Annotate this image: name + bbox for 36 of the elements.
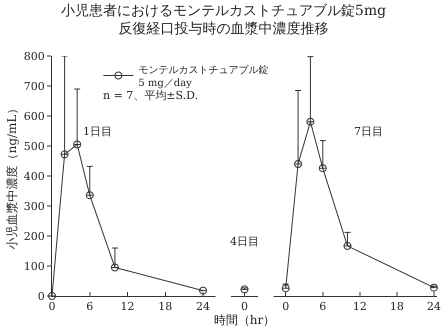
y-tick-label: 0 bbox=[38, 290, 45, 303]
legend-label: モンテルカストチュアブル錠 5 mg／day bbox=[138, 64, 268, 89]
y-tick-label: 600 bbox=[24, 110, 45, 123]
chart-title: 小児患者におけるモンテルカストチュアブル錠5mg 反復経口投与時の血漿中濃度推移 bbox=[60, 3, 386, 38]
x-tick-label: 18 bbox=[158, 300, 172, 314]
y-tick-label: 100 bbox=[24, 260, 45, 273]
y-axis-title: 小児血漿中濃度（ng/mL） bbox=[5, 102, 20, 250]
annotation: n = 7、平均±S.D. bbox=[103, 89, 198, 102]
y-tick-label: 700 bbox=[24, 80, 45, 93]
x-tick-label: 24 bbox=[196, 300, 210, 314]
point bbox=[343, 242, 352, 250]
y-tick-label: 300 bbox=[24, 200, 45, 213]
x-tick-label: 6 bbox=[319, 300, 326, 314]
point bbox=[60, 150, 69, 158]
y-tick-label: 500 bbox=[24, 140, 45, 153]
x-tick-label: 0 bbox=[48, 300, 56, 314]
point bbox=[86, 191, 94, 200]
point bbox=[294, 160, 302, 168]
x-tick-label: 0 bbox=[282, 300, 290, 314]
annotation: 7日目 bbox=[354, 125, 383, 138]
point bbox=[73, 140, 82, 148]
x-tick-label: 6 bbox=[86, 300, 94, 314]
annotation: 1日目 bbox=[83, 125, 112, 138]
x-axis-title: 時間（hr） bbox=[214, 313, 276, 328]
point bbox=[306, 118, 314, 126]
x-tick-label: 18 bbox=[390, 300, 404, 314]
y-tick-label: 400 bbox=[24, 170, 45, 183]
x-tick-label: 12 bbox=[120, 300, 135, 314]
point bbox=[110, 264, 119, 272]
y-tick-label: 200 bbox=[24, 230, 45, 243]
x-tick-label: 0 bbox=[241, 300, 248, 314]
x-tick-label: 24 bbox=[426, 300, 441, 314]
x-tick-label: 12 bbox=[352, 300, 367, 314]
point bbox=[318, 164, 327, 172]
y-tick-label: 800 bbox=[24, 50, 45, 63]
annotation: 4日目 bbox=[230, 235, 259, 248]
